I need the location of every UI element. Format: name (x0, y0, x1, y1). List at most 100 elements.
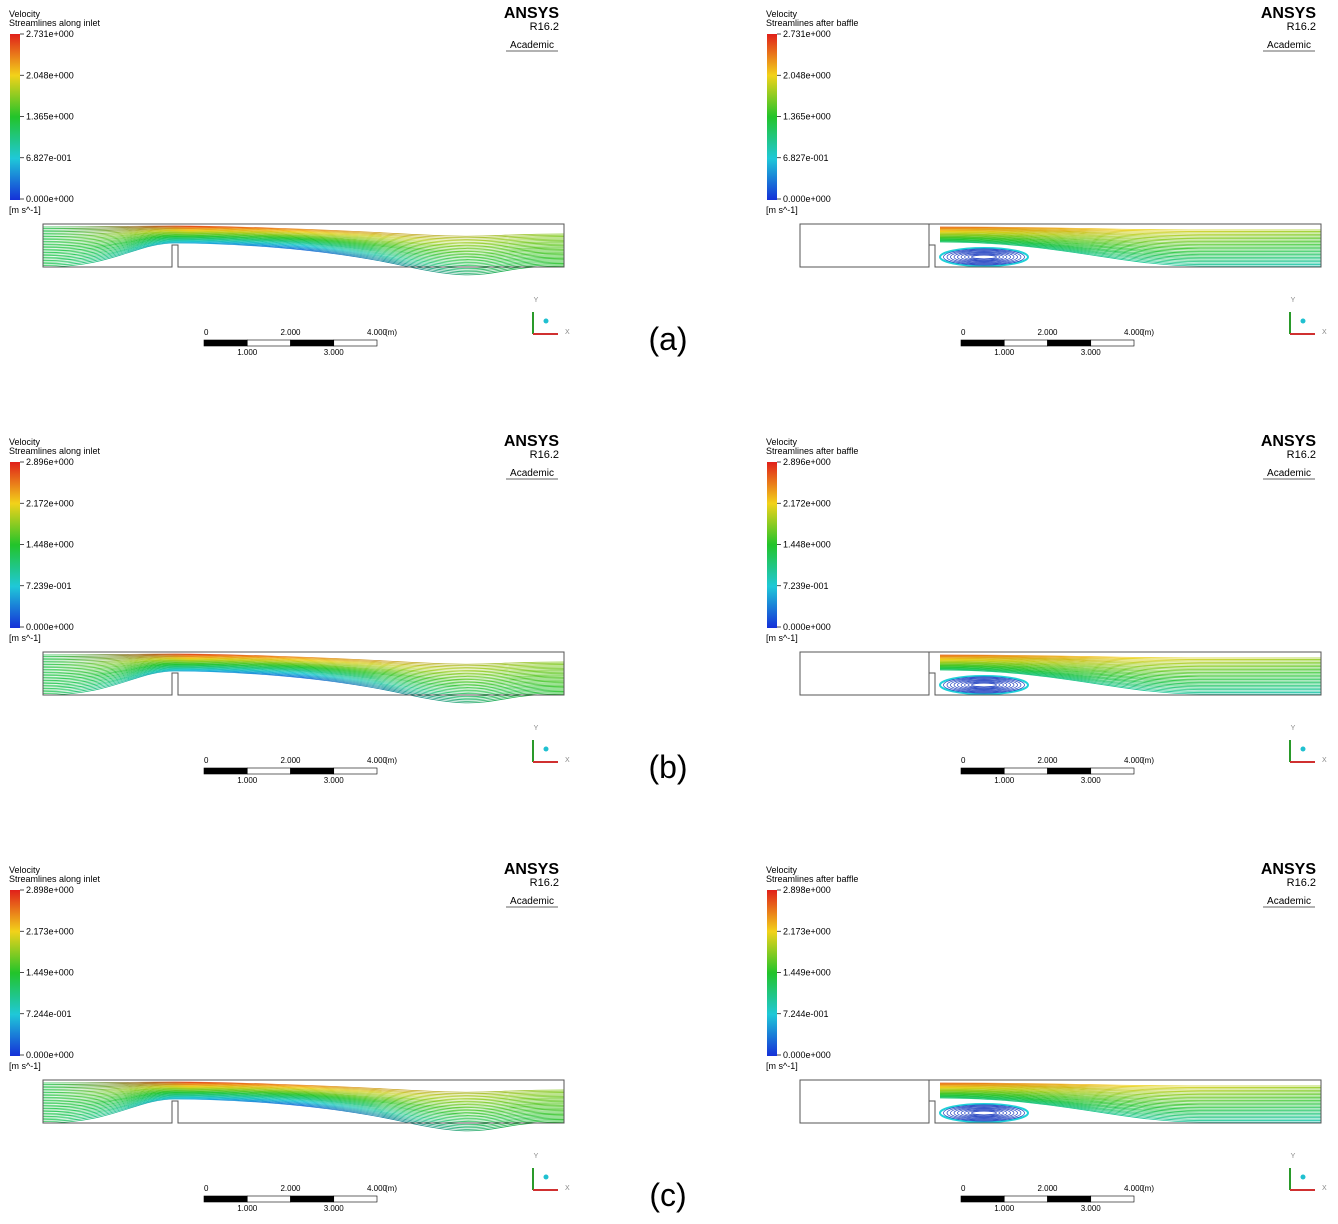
streamline (42, 242, 565, 276)
axis-z (543, 318, 549, 324)
scale-label: 3.000 (324, 1204, 345, 1213)
description: Streamlines after baffle (766, 18, 858, 28)
streamline (939, 1086, 1321, 1097)
streamline (939, 667, 1321, 691)
brand: ANSYS (1261, 5, 1316, 22)
unit: [m s^-1] (9, 1061, 41, 1071)
brand: ANSYS (504, 861, 559, 878)
streamline (939, 669, 1321, 693)
recirculation (953, 250, 1015, 264)
streamline (939, 235, 1321, 251)
streamline (42, 656, 565, 671)
color-bar (767, 34, 777, 200)
scale-unit: (m) (385, 756, 397, 765)
recirculation (971, 1110, 997, 1116)
scale-label: 2.000 (280, 756, 301, 765)
domain (929, 1079, 1322, 1124)
streamline (939, 1095, 1321, 1117)
scale-label: 3.000 (1081, 348, 1102, 357)
streamline (42, 669, 565, 702)
recirculation (950, 1106, 1018, 1120)
recirculation (971, 254, 997, 260)
streamline (42, 659, 565, 679)
legend-label: 0.000e+000 (783, 1050, 831, 1060)
description: Streamlines after baffle (766, 446, 858, 456)
streamline (42, 660, 565, 681)
recirculation (960, 1108, 1008, 1118)
legend-label: 2.173e+000 (26, 926, 74, 936)
scale-label: 1.000 (994, 776, 1015, 785)
streamline (42, 236, 565, 262)
color-bar (767, 890, 777, 1056)
streamline (42, 1081, 565, 1093)
scale-segment (246, 1195, 291, 1203)
scale-label: 3.000 (1081, 776, 1102, 785)
scale-segment (1047, 339, 1092, 347)
streamline (42, 654, 565, 668)
version: R16.2 (530, 21, 559, 33)
legend-label: 2.048e+000 (783, 70, 831, 80)
axis-z (543, 746, 549, 752)
streamline (42, 669, 565, 701)
legend-label: 1.365e+000 (783, 112, 831, 122)
legend-label: 0.000e+000 (783, 622, 831, 632)
streamline (42, 240, 565, 271)
streamline (939, 229, 1321, 238)
recirculation (960, 252, 1008, 262)
streamline (939, 238, 1321, 260)
streamline (939, 1092, 1321, 1110)
domain (929, 223, 1322, 268)
streamline (42, 1085, 565, 1102)
unit: [m s^-1] (766, 1061, 798, 1071)
streamline (42, 659, 565, 677)
description: Streamlines along inlet (9, 18, 101, 28)
streamline (42, 666, 565, 694)
streamline (939, 669, 1321, 695)
streamline (42, 1094, 565, 1122)
recirculation (967, 1110, 1001, 1116)
license: Academic (510, 896, 554, 907)
streamline (42, 1095, 565, 1124)
streamline (42, 225, 565, 237)
streamline (939, 1082, 1321, 1087)
recirculation (964, 253, 1004, 261)
scale-label: 0 (204, 756, 209, 765)
scale-segment (960, 767, 1005, 775)
scale-segment (246, 339, 291, 347)
streamline (42, 1098, 565, 1132)
recirculation (943, 676, 1025, 694)
license: Academic (510, 468, 554, 479)
legend-label: 7.239e-001 (26, 581, 72, 591)
streamline (939, 1083, 1321, 1088)
scale-label: 1.000 (994, 348, 1015, 357)
axis-label-y: Y (534, 297, 539, 304)
streamline (939, 1092, 1321, 1111)
streamline (42, 664, 565, 690)
quantity: Velocity (9, 9, 41, 19)
legend-label: 1.365e+000 (26, 112, 74, 122)
inlet-box (799, 651, 930, 696)
recirculation (946, 249, 1022, 265)
axis-label-y: Y (1291, 1153, 1296, 1160)
recirculation (964, 1109, 1004, 1117)
axis-label-y: Y (534, 1153, 539, 1160)
streamline (939, 1089, 1321, 1103)
streamline (939, 662, 1321, 678)
legend-label: 2.898e+000 (26, 885, 74, 895)
streamline (939, 230, 1321, 241)
streamline (42, 655, 565, 670)
domain (42, 1079, 565, 1124)
scale-segment (960, 339, 1005, 347)
row-label: (c) (649, 1177, 686, 1213)
streamline (939, 659, 1321, 670)
streamline (939, 655, 1321, 660)
legend-label: 6.827e-001 (783, 153, 829, 163)
scale-unit: (m) (1142, 756, 1154, 765)
streamline (42, 663, 565, 687)
streamline (939, 658, 1321, 668)
streamline (42, 230, 565, 248)
scale-label: 2.000 (1037, 756, 1058, 765)
streamline (939, 241, 1321, 265)
streamline (939, 230, 1321, 240)
